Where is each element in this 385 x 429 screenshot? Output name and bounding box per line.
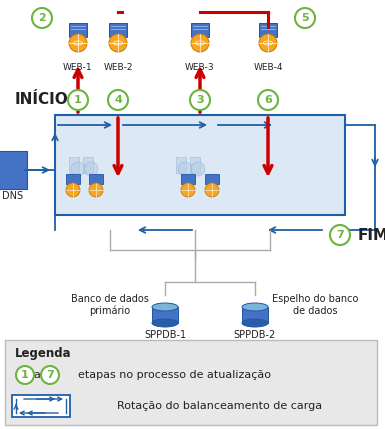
Text: DNS: DNS [2, 191, 23, 201]
Circle shape [330, 225, 350, 245]
Circle shape [84, 162, 98, 176]
Circle shape [259, 34, 277, 52]
Text: INÍCIO: INÍCIO [15, 93, 69, 108]
Text: 3: 3 [196, 95, 204, 105]
Text: a: a [33, 370, 40, 380]
Ellipse shape [242, 303, 268, 311]
Circle shape [71, 162, 85, 176]
Circle shape [69, 34, 87, 52]
Circle shape [191, 34, 209, 52]
Circle shape [66, 183, 80, 197]
Text: 1: 1 [21, 370, 29, 380]
Text: WEB-2: WEB-2 [103, 63, 133, 73]
Text: 6: 6 [264, 95, 272, 105]
Text: Espelho do banco
de dados: Espelho do banco de dados [272, 294, 358, 316]
FancyBboxPatch shape [109, 23, 127, 37]
Circle shape [295, 8, 315, 28]
FancyBboxPatch shape [66, 174, 80, 184]
FancyBboxPatch shape [205, 174, 219, 184]
Text: 1: 1 [74, 95, 82, 105]
Text: WEB-4: WEB-4 [253, 63, 283, 73]
Text: WEB-1: WEB-1 [63, 63, 93, 73]
FancyBboxPatch shape [69, 157, 79, 173]
FancyBboxPatch shape [83, 157, 93, 173]
FancyBboxPatch shape [89, 174, 103, 184]
Text: SPPDB-1: SPPDB-1 [144, 330, 186, 340]
Circle shape [89, 183, 103, 197]
FancyBboxPatch shape [176, 157, 186, 173]
Circle shape [108, 90, 128, 110]
Circle shape [16, 366, 34, 384]
FancyBboxPatch shape [181, 174, 195, 184]
Text: Legenda: Legenda [15, 347, 72, 360]
Text: etapas no processo de atualização: etapas no processo de atualização [79, 370, 271, 380]
Circle shape [68, 90, 88, 110]
Text: Rotação do balanceamento de carga: Rotação do balanceamento de carga [117, 401, 323, 411]
FancyBboxPatch shape [5, 340, 377, 425]
Circle shape [258, 90, 278, 110]
Circle shape [181, 183, 195, 197]
Circle shape [41, 366, 59, 384]
Text: WEB-3: WEB-3 [185, 63, 215, 73]
Circle shape [178, 162, 192, 176]
Circle shape [191, 162, 205, 176]
FancyBboxPatch shape [55, 115, 345, 215]
FancyBboxPatch shape [69, 23, 87, 37]
Text: 4: 4 [114, 95, 122, 105]
FancyBboxPatch shape [242, 307, 268, 323]
Text: SPPDB-2: SPPDB-2 [234, 330, 276, 340]
Circle shape [205, 183, 219, 197]
Text: 5: 5 [301, 13, 309, 23]
Ellipse shape [152, 319, 178, 327]
FancyBboxPatch shape [259, 23, 277, 37]
Text: 7: 7 [46, 370, 54, 380]
FancyBboxPatch shape [191, 23, 209, 37]
FancyBboxPatch shape [190, 157, 200, 173]
Circle shape [190, 90, 210, 110]
Text: 2: 2 [38, 13, 46, 23]
Ellipse shape [152, 303, 178, 311]
Ellipse shape [242, 319, 268, 327]
Circle shape [32, 8, 52, 28]
Text: Banco de dados
primário: Banco de dados primário [71, 294, 149, 316]
Circle shape [109, 34, 127, 52]
FancyBboxPatch shape [0, 151, 27, 189]
Text: 7: 7 [336, 230, 344, 240]
Text: FIM: FIM [358, 227, 385, 242]
FancyBboxPatch shape [152, 307, 178, 323]
FancyBboxPatch shape [12, 395, 70, 417]
